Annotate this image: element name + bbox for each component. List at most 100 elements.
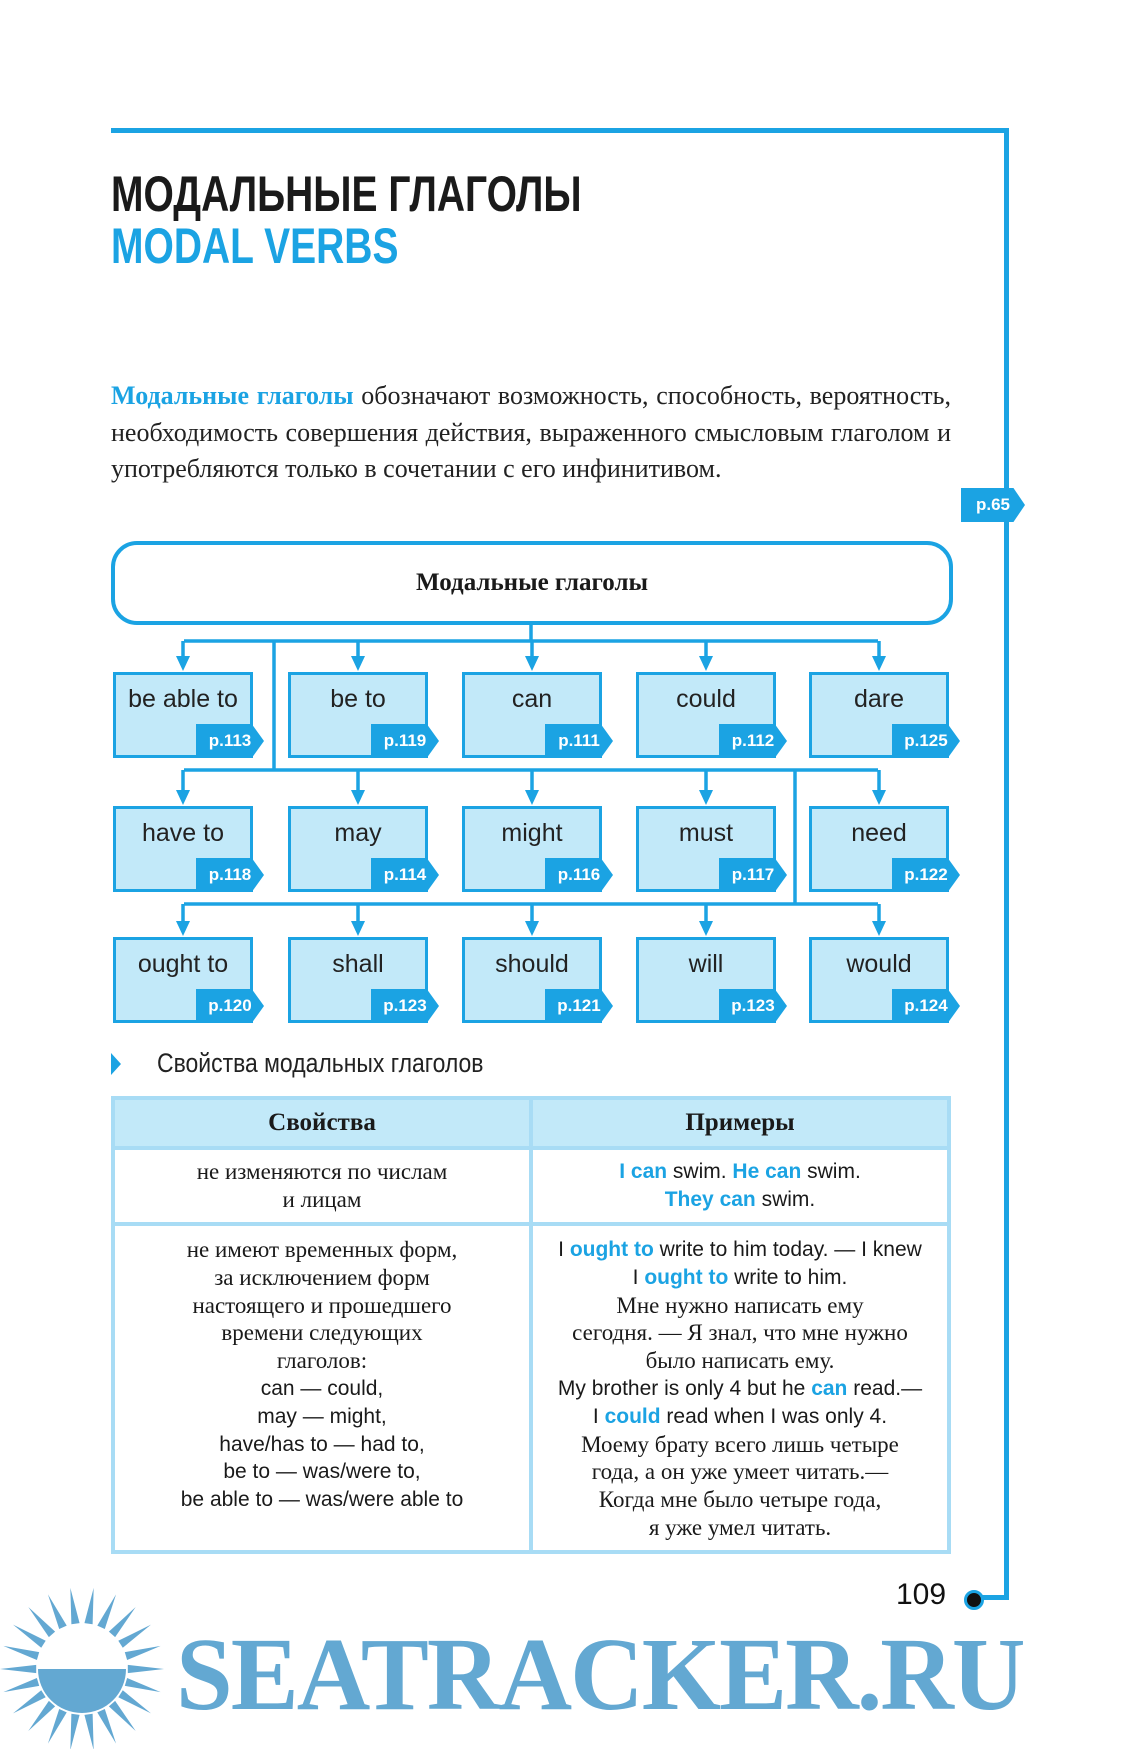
verb-box[interactable]: will p.123 [636,937,787,1023]
intro-paragraph: Модальные глаголы обозначают возможность… [111,378,951,488]
cell-line: сегодня. — Я знал, что мне нужно [572,1320,908,1346]
frame-bottom-rule [975,1595,1009,1600]
arrow-down-icon [525,656,539,671]
page-ref-tag[interactable]: p.123 [719,989,787,1023]
page-ref-tag[interactable]: p.122 [892,858,960,892]
cell-line: have/has to — had to, [219,1432,425,1456]
frame-right-rule [1004,128,1009,1600]
verb-box[interactable]: have to p.118 [113,806,264,892]
modal-highlight: He can [732,1160,802,1183]
table-row: не имеют временных форм, за исключением … [111,1222,951,1554]
cell-line: не имеют временных форм, [186,1237,458,1262]
verb-box[interactable]: be to p.119 [288,672,439,758]
sun-ray [84,1713,94,1749]
sun-ray [13,1690,46,1714]
cell-line: Моему брату всего лишь четыре [581,1431,899,1457]
intro-highlight: Модальные глаголы [111,381,354,410]
sun-ray [3,1677,40,1693]
arrow-down-icon [176,656,190,671]
text: swim. [801,1160,861,1183]
sun-ray [47,1708,67,1744]
page-ref-tag[interactable]: p.113 [196,724,264,758]
example-cell: I can swim. He can swim. They can swim. [529,1146,951,1226]
verb-label: shall [332,950,384,978]
verb-label: might [501,819,563,847]
arrow-down-icon [872,921,886,936]
verb-box[interactable]: could p.112 [636,672,787,758]
arrow-down-icon [525,921,539,936]
sun-ray [118,1624,151,1648]
verb-box[interactable]: must p.117 [636,806,787,892]
verb-box[interactable]: may p.114 [288,806,439,892]
page-ref-tag[interactable]: p.123 [371,989,439,1023]
cell-line: Когда мне было четыре года, [598,1487,882,1513]
page-ref-tag[interactable]: p.112 [719,724,787,758]
page-ref-tag[interactable]: p.124 [892,989,960,1023]
page-ref-tag[interactable]: p.118 [196,858,264,892]
verb-box[interactable]: might p.116 [462,806,613,892]
verb-label: be to [330,685,386,713]
cell-line: настоящего и прошедшего [192,1292,452,1318]
page-ref-tag[interactable]: p.65 [961,488,1025,522]
page-ref-tag[interactable]: p.114 [371,858,439,892]
cell-line: can — could, [260,1376,384,1400]
verb-box[interactable]: shall p.123 [288,937,439,1023]
table-header-row: Свойства Примеры [111,1096,951,1150]
sun-icon [0,1587,164,1749]
cell-line: They can swim. [537,1186,943,1214]
connector-arrows [176,641,886,936]
section-title: Свойства модальных глаголов [157,1048,484,1078]
sun-ray [127,1664,164,1674]
watermark-text: SEATRACKER.RU [176,1617,1026,1732]
sun-ray [0,1664,37,1674]
verb-box[interactable]: should p.121 [462,937,613,1023]
sun-ray [13,1624,46,1648]
verb-label: must [678,819,734,847]
text: write to him. [728,1265,848,1289]
cell-line: Мне нужно написать ему [616,1292,864,1318]
page-ref-tag[interactable]: p.111 [545,724,613,758]
arrow-down-icon [699,656,713,671]
sun-ray [70,1713,80,1749]
column-header: Примеры [529,1096,951,1150]
cell-line: be to — was/were to, [223,1460,421,1484]
example-cell: I ought to write to him today. — I knew … [529,1222,951,1554]
title-ru: МОДАЛЬНЫЕ ГЛАГОЛЫ [111,166,582,222]
page-ref-tag[interactable]: p.116 [545,858,613,892]
section-heading: Свойства модальных глаголов [111,1048,541,1079]
cell-line: be able to — was/were able to [180,1488,464,1512]
verb-label: could [676,685,736,713]
verb-box[interactable]: be able to p.113 [113,672,264,758]
arrow-down-icon [699,790,713,805]
verb-label: dare [853,685,905,713]
verb-box[interactable]: need p.122 [809,806,960,892]
modal-highlight: ought to [644,1265,729,1289]
page-ref-tag[interactable]: p.119 [371,724,439,758]
sun-ray [97,1594,117,1630]
arrow-down-icon [351,656,365,671]
page-marker-dot [964,1590,984,1610]
verb-box[interactable]: can p.111 [462,672,613,758]
page-ref-tag[interactable]: p.117 [719,858,787,892]
page-ref-tag[interactable]: p.121 [545,989,613,1023]
modal-highlight: They can [664,1187,756,1211]
page-ref-tag[interactable]: p.120 [196,989,264,1023]
verb-box[interactable]: ought to p.120 [113,937,264,1023]
verb-box[interactable]: dare p.125 [809,672,960,758]
text: swim. [755,1187,816,1211]
diagram-root: Модальные глаголы [111,541,953,625]
text: read when I was only 4. [660,1404,888,1428]
text: I [592,1404,605,1428]
verb-box[interactable]: would p.124 [809,937,960,1023]
arrow-down-icon [351,921,365,936]
property-cell: не изменяются по числам и лицам [111,1146,533,1226]
page-ref-tag[interactable]: p.125 [892,724,960,758]
cell-line: за исключением форм [214,1264,430,1290]
sun-ray [124,1677,161,1693]
verb-label: ought to [137,950,229,978]
modal-highlight: ought to [569,1238,654,1261]
verb-label: can [511,685,553,713]
frame-top-rule [111,128,1009,133]
sun-ray [70,1587,80,1625]
